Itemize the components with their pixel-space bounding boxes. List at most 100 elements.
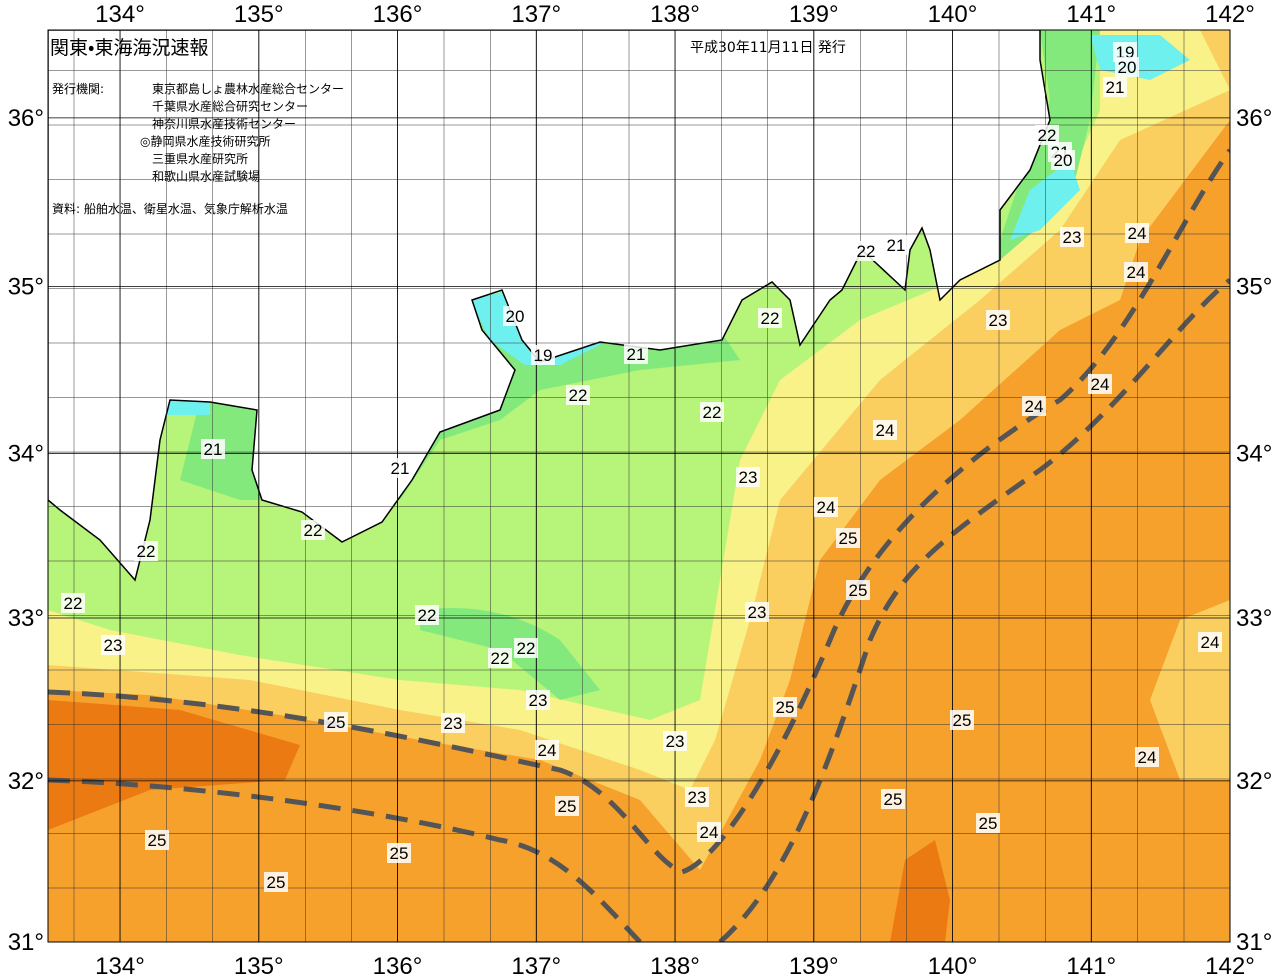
contour-label: 25 (839, 529, 858, 548)
x-tick-label: 137° (511, 953, 561, 980)
contour-label-bg (441, 713, 465, 733)
contour-label: 19 (534, 346, 553, 365)
zone-21 (380, 300, 740, 500)
contour-label-bg (1103, 77, 1127, 97)
contour-label-bg (836, 528, 860, 548)
y-tick-label: 35° (8, 274, 44, 301)
kuroshio-edge (48, 777, 642, 942)
contour-label-bg (566, 385, 590, 405)
contour-label: 25 (390, 844, 409, 863)
contour-label-bg (531, 345, 555, 365)
y-tick-label: 32° (8, 768, 44, 795)
contour-label-bg (1124, 262, 1148, 282)
contour-label: 22 (569, 386, 588, 405)
x-tick-label: 134° (95, 1, 145, 28)
contour-label-bg (1051, 150, 1075, 170)
contour-label-bg (134, 541, 158, 561)
x-tick-label: 134° (95, 953, 145, 980)
contour-label: 22 (703, 403, 722, 422)
contour-label-bg (884, 235, 908, 255)
contour-label-bg (758, 308, 782, 328)
kuroshio-axis (48, 148, 1230, 875)
x-tick-label: 142° (1205, 953, 1255, 980)
kuroshio-edge (718, 278, 1230, 942)
contour-label-bg (1035, 125, 1059, 145)
x-tick-label: 142° (1205, 1, 1255, 28)
contour-label: 25 (327, 713, 346, 732)
x-tick-label: 141° (1066, 1, 1116, 28)
contour-label-bg (846, 580, 870, 600)
contour-label-bg (1198, 632, 1222, 652)
contour-label: 24 (1091, 375, 1110, 394)
issuer-label: 発行機関: (52, 82, 104, 96)
contour-label: 21 (627, 345, 646, 364)
contour-label-bg (814, 497, 838, 517)
contour-label-bg (61, 593, 85, 613)
contour-label: 20 (1118, 58, 1137, 77)
contour-label-bg (736, 467, 760, 487)
x-tick-label: 140° (928, 953, 978, 980)
contour-label: 21 (1106, 78, 1125, 97)
contour-label: 24 (1025, 397, 1044, 416)
contour-label-bg (555, 796, 579, 816)
y-tick-label: 36° (1236, 105, 1272, 132)
contour-label: 23 (529, 691, 548, 710)
contour-label: 22 (491, 649, 510, 668)
contour-label: 25 (776, 698, 795, 717)
contour-label-bg (697, 822, 721, 842)
contour-label: 24 (700, 823, 719, 842)
contour-label: 24 (1138, 748, 1157, 767)
contour-label: 22 (1038, 126, 1057, 145)
contour-label-bg (145, 830, 169, 850)
y-tick-label: 32° (1236, 768, 1272, 795)
contour-label: 22 (857, 242, 876, 261)
issuer: 三重県水産研究所 (152, 152, 248, 166)
y-tick-label: 33° (8, 605, 44, 632)
contour-label: 22 (64, 594, 83, 613)
contour-label-bg (700, 402, 724, 422)
x-tick-label: 137° (511, 1, 561, 28)
contour-label: 24 (1128, 224, 1147, 243)
contour-label: 22 (761, 309, 780, 328)
contour-label: 21 (391, 459, 410, 478)
zone-20 (160, 400, 210, 415)
x-tick-label: 139° (789, 953, 839, 980)
issuer: 東京都島しょ農林水産総合センター (152, 81, 344, 96)
y-tick-label: 35° (1236, 274, 1272, 301)
y-tick-label: 34° (1236, 440, 1272, 467)
x-tick-label: 136° (373, 1, 423, 28)
x-tick-label: 138° (650, 953, 700, 980)
contour-label: 25 (148, 831, 167, 850)
contour-label-bg (1060, 227, 1084, 247)
contour-label: 25 (884, 790, 903, 809)
issuer: 神奈川県水産技術センター (152, 116, 296, 131)
zone-warm (890, 840, 950, 942)
contour-label-bg (986, 310, 1010, 330)
contour-label-bg (663, 731, 687, 751)
x-tick-label: 141° (1066, 953, 1116, 980)
contour-label: 23 (444, 714, 463, 733)
x-tick-label: 135° (234, 953, 284, 980)
contour-label: 21 (887, 236, 906, 255)
contour-label: 22 (304, 521, 323, 540)
issuer: 和歌山県水産試験場 (152, 169, 260, 184)
contour-label-bg (387, 843, 411, 863)
contour-label-bg (1022, 396, 1046, 416)
contour-label-bg (488, 648, 512, 668)
contour-labels: 1920212221202324242221201921222222232424… (61, 42, 1222, 892)
x-tick-label: 139° (789, 1, 839, 28)
y-tick-label: 34° (8, 440, 44, 467)
contour-label-bg (301, 520, 325, 540)
contour-label: 23 (666, 732, 685, 751)
contour-label-bg (881, 789, 905, 809)
zone-warm (48, 700, 300, 830)
contour-label: 25 (849, 581, 868, 600)
contour-label: 23 (104, 636, 123, 655)
contour-label: 25 (953, 711, 972, 730)
contour-label-bg (514, 638, 538, 658)
contour-label: 22 (418, 606, 437, 625)
contour-label: 24 (1127, 263, 1146, 282)
contour-label: 24 (817, 498, 836, 517)
